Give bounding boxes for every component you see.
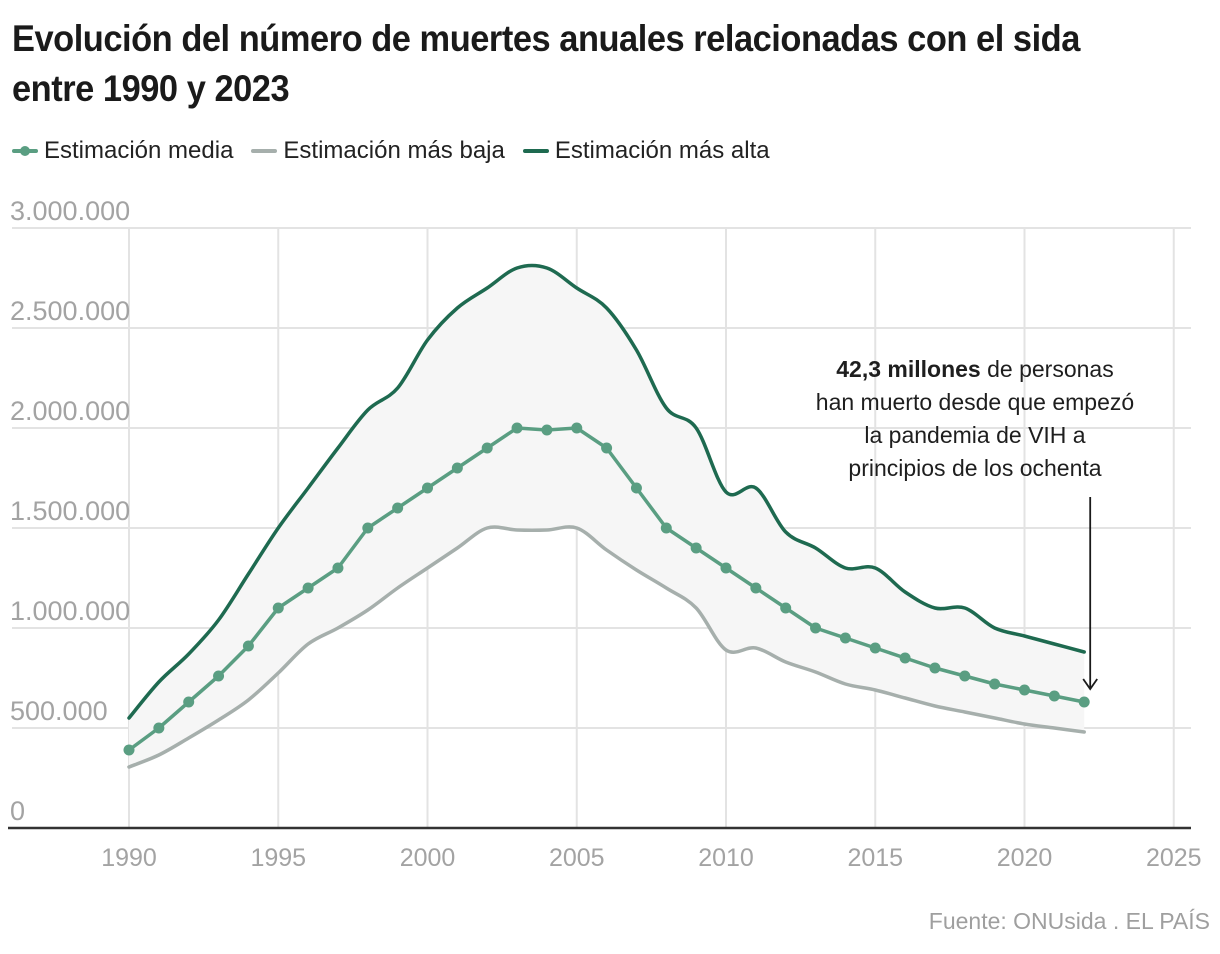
data-point-media <box>1078 696 1090 708</box>
x-tick-label: 2005 <box>549 844 605 872</box>
data-point-media <box>601 442 613 454</box>
legend-swatch-media <box>12 146 38 156</box>
data-point-media <box>213 670 225 682</box>
data-point-media <box>332 562 344 574</box>
data-point-media <box>810 622 822 634</box>
data-point-media <box>123 744 135 756</box>
legend-label-media: Estimación media <box>44 137 234 164</box>
legend: Estimación media Estimación más baja Est… <box>12 137 770 165</box>
data-point-media <box>1048 690 1060 702</box>
data-point-media <box>869 642 881 654</box>
data-point-media <box>720 562 732 574</box>
data-point-media <box>660 522 672 534</box>
legend-label-baja: Estimación más baja <box>283 137 505 164</box>
x-tick-label: 2025 <box>1146 844 1202 872</box>
legend-swatch-alta <box>522 149 549 153</box>
source-credit: Fuente: ONUsida . EL PAÍS <box>928 908 1210 934</box>
data-point-media <box>242 640 254 652</box>
y-tick-label: 500.000 <box>10 696 108 726</box>
data-point-media <box>362 522 374 534</box>
annotation-highlight: 42,3 millones <box>836 356 980 382</box>
data-point-media <box>392 502 404 514</box>
x-tick-label: 1995 <box>250 844 306 872</box>
axes: 0 500.000 1.000.000 1.500.000 2.000.000 2.500… <box>8 196 1202 872</box>
x-tick-label: 2010 <box>698 844 754 872</box>
data-point-media <box>630 482 642 494</box>
data-point-media <box>511 422 523 434</box>
series-line-alta <box>127 263 1086 720</box>
data-point-media <box>153 722 165 734</box>
y-tick-label: 3.000.000 <box>10 196 130 226</box>
data-point-media <box>422 482 433 494</box>
annotation-line-1: 42,3 millones de personas <box>836 356 1113 382</box>
data-point-media <box>1019 684 1030 696</box>
data-point-media <box>899 652 911 664</box>
data-point-media <box>451 462 463 474</box>
data-point-media <box>839 632 851 644</box>
data-point-media <box>690 542 702 554</box>
data-point-media <box>571 422 583 434</box>
annotation: 42,3 millones de personas han muerto desd… <box>816 356 1134 691</box>
data-point-media <box>780 602 792 614</box>
annotation-line-3: la pandemia de VIH a <box>864 422 1085 448</box>
x-tick-label: 2020 <box>997 844 1053 872</box>
uncertainty-band-area <box>129 265 1085 767</box>
y-tick-label: 2.000.000 <box>10 396 130 426</box>
series-line-baja <box>127 525 1086 769</box>
data-point-media <box>959 670 971 682</box>
legend-label-alta: Estimación más alta <box>554 137 770 164</box>
annotation-arrow-head <box>1082 678 1098 691</box>
legend-item-media: Estimación media <box>12 137 233 165</box>
x-tick-label: 2000 <box>400 844 456 872</box>
legend-item-alta: Estimación más alta <box>522 137 770 165</box>
data-point-media <box>272 602 284 614</box>
chart-title: Evolución del número de muertes anuales … <box>12 18 1080 109</box>
data-point-media <box>750 582 762 594</box>
annotation-rest: de personas <box>981 356 1114 382</box>
uncertainty-band <box>129 265 1085 767</box>
data-point-media <box>183 696 195 708</box>
annotation-line-2: han muerto desde que empezó <box>816 389 1134 415</box>
y-tick-label: 2.500.000 <box>10 296 130 326</box>
x-tick-label: 1990 <box>101 844 157 872</box>
data-point-media <box>929 662 941 674</box>
y-tick-label: 1.500.000 <box>10 496 130 526</box>
legend-item-baja: Estimación más baja <box>251 137 505 165</box>
x-tick-label: 2015 <box>847 844 903 872</box>
annotation-line-4: principios de los ochenta <box>848 455 1101 481</box>
data-point-media <box>481 442 493 454</box>
y-tick-label: 1.000.000 <box>10 596 130 626</box>
data-point-media <box>541 424 553 436</box>
legend-swatch-baja <box>251 149 278 153</box>
data-point-media <box>302 582 314 594</box>
data-point-media <box>989 678 1001 690</box>
y-tick-label: 0 <box>10 796 25 826</box>
series-lines <box>123 263 1090 769</box>
